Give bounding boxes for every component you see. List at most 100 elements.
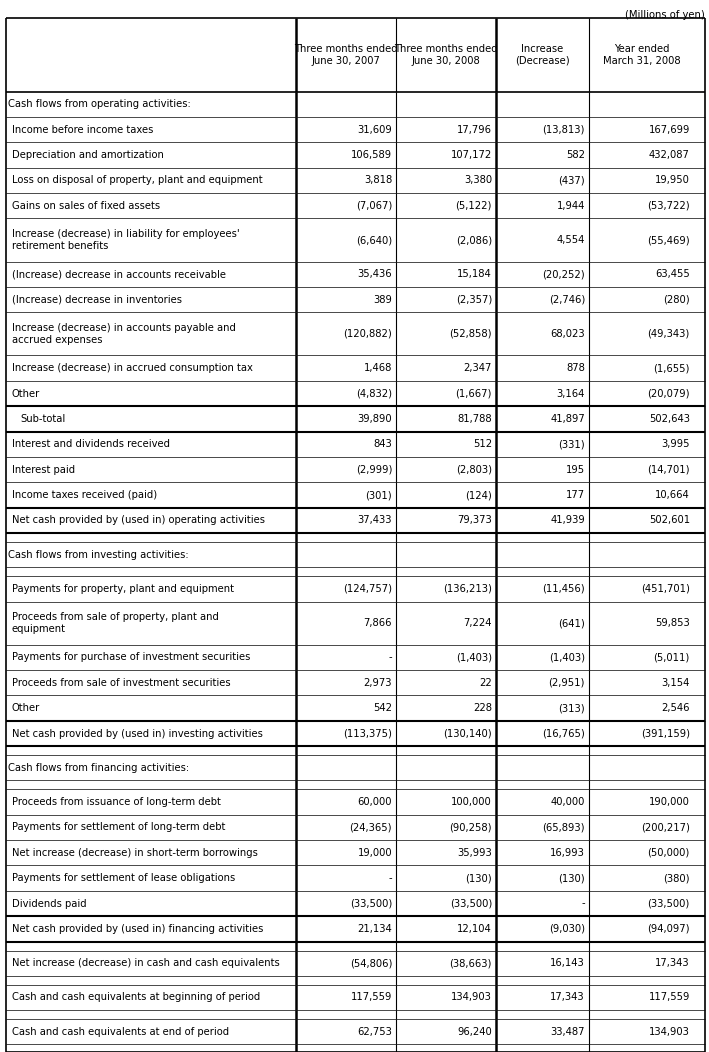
- Text: Income taxes received (paid): Income taxes received (paid): [12, 490, 157, 500]
- Text: 190,000: 190,000: [649, 797, 690, 807]
- Text: 41,897: 41,897: [550, 413, 585, 424]
- Text: (136,213): (136,213): [443, 584, 492, 594]
- Text: 432,087: 432,087: [649, 150, 690, 160]
- Text: 2,973: 2,973: [364, 677, 392, 688]
- Text: (113,375): (113,375): [343, 729, 392, 739]
- Text: (33,500): (33,500): [647, 898, 690, 909]
- Text: 19,950: 19,950: [655, 176, 690, 185]
- Text: 35,993: 35,993: [457, 848, 492, 857]
- Text: (33,500): (33,500): [450, 898, 492, 909]
- Text: 107,172: 107,172: [451, 150, 492, 160]
- Text: (313): (313): [559, 703, 585, 713]
- Text: (2,999): (2,999): [356, 465, 392, 474]
- Text: 512: 512: [473, 440, 492, 449]
- Text: Net cash provided by (used in) financing activities: Net cash provided by (used in) financing…: [12, 924, 263, 934]
- Text: Dividends paid: Dividends paid: [12, 898, 86, 909]
- Text: Loss on disposal of property, plant and equipment: Loss on disposal of property, plant and …: [12, 176, 262, 185]
- Text: (7,067): (7,067): [356, 201, 392, 210]
- Text: 68,023: 68,023: [550, 329, 585, 339]
- Text: 40,000: 40,000: [551, 797, 585, 807]
- Text: Cash flows from financing activities:: Cash flows from financing activities:: [8, 763, 189, 773]
- Text: (130,140): (130,140): [443, 729, 492, 739]
- Text: Cash and cash equivalents at beginning of period: Cash and cash equivalents at beginning o…: [12, 992, 260, 1003]
- Text: (55,469): (55,469): [647, 235, 690, 245]
- Text: (280): (280): [663, 295, 690, 305]
- Text: 10,664: 10,664: [655, 490, 690, 500]
- Text: 19,000: 19,000: [357, 848, 392, 857]
- Text: (16,765): (16,765): [542, 729, 585, 739]
- Text: 582: 582: [566, 150, 585, 160]
- Text: Net increase (decrease) in short-term borrowings: Net increase (decrease) in short-term bo…: [12, 848, 258, 857]
- Text: 3,154: 3,154: [661, 677, 690, 688]
- Text: Increase (decrease) in accrued consumption tax: Increase (decrease) in accrued consumpti…: [12, 363, 253, 373]
- Text: (437): (437): [559, 176, 585, 185]
- Text: (5,122): (5,122): [456, 201, 492, 210]
- Text: (1,655): (1,655): [654, 363, 690, 373]
- Text: 4,554: 4,554: [557, 235, 585, 245]
- Text: (1,667): (1,667): [456, 388, 492, 399]
- Text: (Increase) decrease in accounts receivable: (Increase) decrease in accounts receivab…: [12, 269, 226, 279]
- Text: 502,601: 502,601: [649, 515, 690, 525]
- Text: -: -: [389, 652, 392, 663]
- Text: Year ended
March 31, 2008: Year ended March 31, 2008: [603, 44, 680, 65]
- Text: 60,000: 60,000: [357, 797, 392, 807]
- Text: Cash and cash equivalents at end of period: Cash and cash equivalents at end of peri…: [12, 1027, 229, 1036]
- Text: Increase (decrease) in liability for employees'
retirement benefits: Increase (decrease) in liability for emp…: [12, 229, 240, 250]
- Text: Net cash provided by (used in) operating activities: Net cash provided by (used in) operating…: [12, 515, 265, 525]
- Text: 134,903: 134,903: [451, 992, 492, 1003]
- Text: (451,701): (451,701): [641, 584, 690, 594]
- Text: Increase (decrease) in accounts payable and
accrued expenses: Increase (decrease) in accounts payable …: [12, 323, 236, 345]
- Text: 62,753: 62,753: [357, 1027, 392, 1036]
- Text: (2,803): (2,803): [456, 465, 492, 474]
- Text: 7,224: 7,224: [464, 619, 492, 628]
- Text: 37,433: 37,433: [357, 515, 392, 525]
- Text: (50,000): (50,000): [647, 848, 690, 857]
- Text: (20,079): (20,079): [647, 388, 690, 399]
- Text: (38,663): (38,663): [450, 958, 492, 968]
- Text: 96,240: 96,240: [457, 1027, 492, 1036]
- Text: 17,796: 17,796: [457, 124, 492, 135]
- Text: (9,030): (9,030): [549, 924, 585, 934]
- Text: 389: 389: [373, 295, 392, 305]
- Text: (2,951): (2,951): [549, 677, 585, 688]
- Text: 3,164: 3,164: [557, 388, 585, 399]
- Text: 2,347: 2,347: [464, 363, 492, 373]
- Text: (65,893): (65,893): [542, 823, 585, 832]
- Text: -: -: [581, 898, 585, 909]
- Text: (24,365): (24,365): [350, 823, 392, 832]
- Text: -: -: [389, 873, 392, 884]
- Text: 542: 542: [373, 703, 392, 713]
- Text: (49,343): (49,343): [647, 329, 690, 339]
- Text: 17,343: 17,343: [655, 958, 690, 968]
- Text: (120,882): (120,882): [343, 329, 392, 339]
- Text: (124): (124): [465, 490, 492, 500]
- Text: 59,853: 59,853: [655, 619, 690, 628]
- Text: Payments for settlement of lease obligations: Payments for settlement of lease obligat…: [12, 873, 235, 884]
- Text: Payments for property, plant and equipment: Payments for property, plant and equipme…: [12, 584, 234, 594]
- Text: Proceeds from sale of investment securities: Proceeds from sale of investment securit…: [12, 677, 230, 688]
- Text: Interest paid: Interest paid: [12, 465, 75, 474]
- Text: Increase
(Decrease): Increase (Decrease): [515, 44, 570, 65]
- Text: 17,343: 17,343: [550, 992, 585, 1003]
- Text: Cash flows from operating activities:: Cash flows from operating activities:: [8, 99, 191, 109]
- Text: (200,217): (200,217): [641, 823, 690, 832]
- Text: Sub-total: Sub-total: [20, 413, 65, 424]
- Text: (33,500): (33,500): [350, 898, 392, 909]
- Text: 41,939: 41,939: [550, 515, 585, 525]
- Text: (124,757): (124,757): [343, 584, 392, 594]
- Text: (94,097): (94,097): [647, 924, 690, 934]
- Text: 3,995: 3,995: [661, 440, 690, 449]
- Text: 134,903: 134,903: [649, 1027, 690, 1036]
- Text: 21,134: 21,134: [357, 924, 392, 934]
- Text: (391,159): (391,159): [641, 729, 690, 739]
- Text: 2,546: 2,546: [661, 703, 690, 713]
- Text: (54,806): (54,806): [350, 958, 392, 968]
- Text: Cash flows from investing activities:: Cash flows from investing activities:: [8, 549, 189, 560]
- Text: 117,559: 117,559: [351, 992, 392, 1003]
- Text: Income before income taxes: Income before income taxes: [12, 124, 153, 135]
- Text: Net cash provided by (used in) investing activities: Net cash provided by (used in) investing…: [12, 729, 263, 739]
- Text: (641): (641): [558, 619, 585, 628]
- Text: (1,403): (1,403): [549, 652, 585, 663]
- Text: Other: Other: [12, 388, 40, 399]
- Text: Three months ended
June 30, 2008: Three months ended June 30, 2008: [394, 44, 498, 65]
